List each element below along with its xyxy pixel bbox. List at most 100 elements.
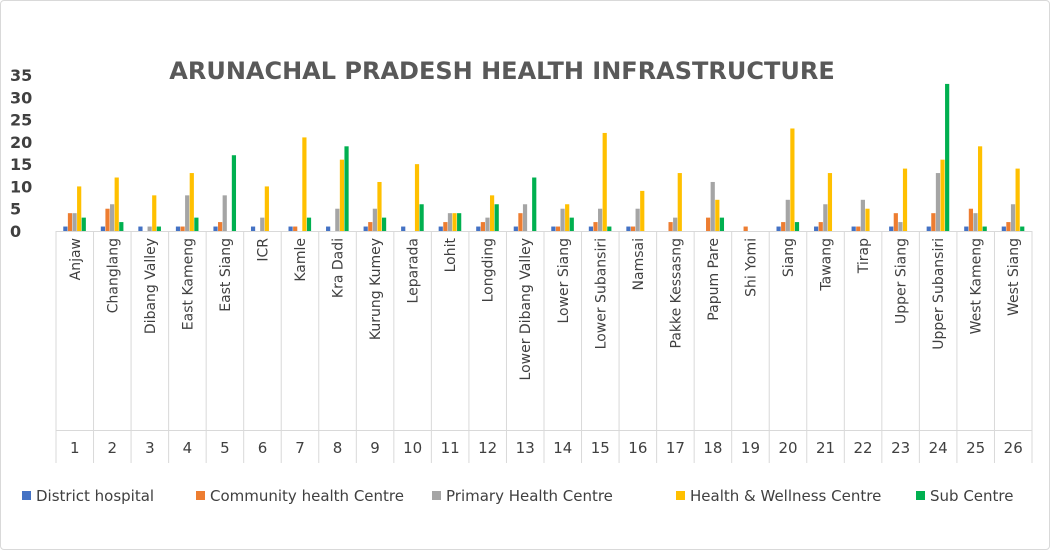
bar [790,128,795,231]
category-label: East Siang [218,238,234,312]
bar [518,213,523,231]
bar [560,208,565,231]
category-label: Papum Pare [706,238,722,321]
category-number: 12 [478,439,497,457]
bar [945,83,950,232]
category-label: Changlang [105,238,121,313]
bar [250,226,256,231]
bar [781,222,786,231]
category-label: Longding [481,238,497,302]
bar [814,226,819,231]
category-number: 9 [370,439,380,457]
category-number: 23 [891,439,910,457]
bar [935,173,941,231]
bar [264,186,269,231]
legend-swatch [196,491,205,500]
bar [776,226,781,231]
chart-title: ARUNACHAL PRADESH HEALTH INFRASTRUCTURE [169,57,834,85]
category-number: 5 [220,439,230,457]
bar [419,204,424,231]
bar [973,213,978,231]
bar [189,173,194,231]
bar [447,213,453,231]
bar [306,217,312,231]
category-number: 8 [333,439,343,457]
y-tick-label: 5 [10,200,21,219]
category-label: Pakke Kessasng [668,238,684,349]
y-tick-label: 30 [10,88,32,107]
bar [964,226,969,231]
bar [218,222,223,231]
category-number: 13 [516,439,535,457]
legend-swatch [916,491,925,500]
bar [414,164,420,231]
bar [710,181,715,231]
category-label: Upper Siang [894,238,910,324]
bar [1006,222,1011,231]
bar [607,226,612,231]
legend-swatch [22,491,31,500]
category-number: 20 [778,439,797,457]
bar [152,195,157,231]
bar [593,222,598,231]
bar [213,226,218,231]
bar [138,226,143,231]
category-label: Lower Dibang Valley [518,238,534,380]
bar [860,199,865,231]
category-label: Kamle [293,238,309,282]
bar [602,132,607,231]
bar [743,226,748,231]
y-tick-label: 15 [10,155,32,174]
bar [372,208,377,231]
bar [856,226,861,231]
bar [443,222,448,231]
y-tick-label: 0 [10,222,21,241]
bar [363,226,368,231]
legend-label: Community health Centre [210,487,404,505]
bar [457,213,462,231]
category-number: 26 [1004,439,1023,457]
bar [551,226,556,231]
bar [1010,204,1016,231]
bar [1020,226,1025,231]
category-label: Lower Subansiri [593,238,609,349]
y-tick-label: 20 [10,133,32,152]
bar [706,217,711,231]
bar [485,217,490,231]
category-axis: Anjaw 1 Changlang 2 Dibang Valley 3 East Kamen… [55,231,1033,463]
bar [785,199,790,231]
bar [67,213,73,231]
bar [105,208,110,231]
category-number: 25 [966,439,985,457]
y-tick-label: 10 [10,177,32,196]
category-label: ICR [255,238,271,262]
bar [401,226,406,231]
bar [865,208,870,231]
bar [260,217,265,231]
bar [640,190,645,231]
category-label: Dibang Valley [143,238,159,334]
bar [635,208,640,231]
category-label: Anjaw [68,238,84,280]
bar [926,226,931,231]
bar [81,217,86,231]
legend-label: District hospital [36,487,154,505]
bar [194,217,199,231]
category-number: 19 [741,439,760,457]
bar [63,226,68,231]
bar [565,204,570,231]
category-number: 21 [816,439,835,457]
bar [293,226,298,231]
category-label: Lohit [443,237,459,272]
bar [222,195,227,231]
bar [438,226,443,231]
category-number: 15 [591,439,610,457]
bar [147,226,152,231]
category-label: West Kameng [969,238,985,334]
bar [968,208,973,231]
bar [598,208,603,231]
category-label: Upper Subansiri [931,238,947,350]
y-axis: 0 5 10 15 20 25 30 35 [10,66,32,241]
bar [344,146,349,231]
